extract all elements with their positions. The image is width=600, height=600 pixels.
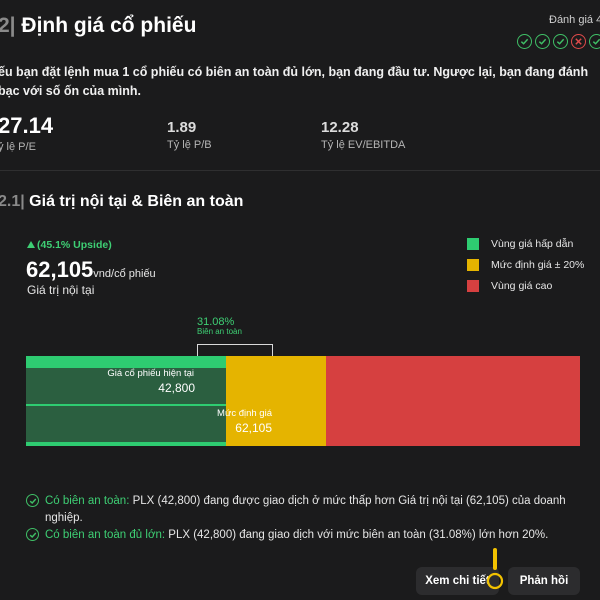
rating-checks: [517, 34, 600, 49]
check-circle-icon: [26, 528, 39, 541]
current-price-value: 42,800: [158, 381, 195, 395]
note-text: PLX (42,800) đang được giao dịch ở mức t…: [45, 495, 566, 524]
note-text: PLX (42,800) đang giao dịch với mức biên…: [165, 529, 549, 541]
check-circle-icon: [589, 34, 600, 49]
metric-ev-ebitda-value: 12.28: [321, 119, 359, 136]
legend-label: Vùng giá hấp dẫn: [491, 238, 574, 250]
fair-value-label: Mức định giá: [217, 408, 272, 419]
legend-item-high: Vùng giá cao: [467, 280, 552, 292]
upside-text: (45.1% Upside): [37, 239, 112, 251]
view-details-button[interactable]: Xem chi tiết: [416, 567, 499, 595]
metric-pb-label: Tỷ lệ P/B: [167, 139, 212, 151]
intrinsic-value-unit: vnd/cổ phiếu: [93, 268, 156, 280]
legend-swatch: [467, 280, 479, 292]
check-circle-icon: [26, 494, 39, 507]
metric-pe: 27.14 ỷ lệ P/E: [0, 113, 53, 153]
triangle-up-icon: [27, 241, 35, 248]
legend-swatch: [467, 238, 479, 250]
legend-label: Mức định giá ± 20%: [491, 259, 585, 271]
metric-ev-ebitda-label: Tỷ lệ EV/EBITDA: [321, 139, 406, 151]
zone-high: [326, 356, 580, 446]
note-highlight: Có biên an toàn:: [45, 495, 130, 507]
metric-pb: 1.89 Tỷ lệ P/B: [167, 119, 212, 151]
check-circle-icon: [553, 34, 568, 49]
fair-value-bar: [26, 406, 226, 442]
legend-item-attractive: Vùng giá hấp dẫn: [467, 238, 573, 250]
metric-pe-value: 27.14: [0, 113, 54, 138]
legend-swatch: [467, 259, 479, 271]
section-divider: [0, 170, 600, 171]
subsection-title-text: Giá trị nội tại & Biên an toàn: [29, 193, 244, 210]
note-highlight: Có biên an toàn đủ lớn:: [45, 529, 166, 541]
intrinsic-value-number: 62,105: [26, 257, 94, 282]
metric-pe-label: ỷ lệ P/E: [0, 141, 36, 153]
margin-of-safety-label: Biên an toàn: [197, 327, 242, 336]
rating-label: Đánh giá 4: [549, 14, 600, 26]
cursor-highlight-icon: [485, 548, 505, 597]
section-title: 2| Định giá cổ phiếu: [0, 14, 196, 38]
note-margin-sufficient: Có biên an toàn đủ lớn: PLX (42,800) đan…: [26, 527, 596, 544]
x-circle-icon: [571, 34, 586, 49]
feedback-button[interactable]: Phản hồi: [508, 567, 580, 595]
intrinsic-value-label: Giá trị nội tại: [27, 283, 95, 297]
current-price-label: Giá cổ phiếu hiện tại: [107, 368, 194, 379]
section-number: 2|: [0, 14, 16, 37]
metric-pb-value: 1.89: [167, 119, 197, 136]
subsection-title: 2.1| Giá trị nội tại & Biên an toàn: [0, 193, 243, 211]
upside-badge: (45.1% Upside): [27, 239, 112, 251]
intrinsic-value: 62,105vnd/cổ phiếu: [26, 257, 156, 283]
note-margin-exists: Có biên an toàn: PLX (42,800) đang được …: [26, 493, 596, 527]
zone-fair: [226, 356, 326, 446]
legend-label: Vùng giá cao: [491, 280, 553, 292]
legend-item-fair: Mức định giá ± 20%: [467, 259, 584, 271]
fair-value-value: 62,105: [235, 421, 272, 435]
section-title-text: Định giá cổ phiếu: [21, 14, 197, 37]
check-circle-icon: [517, 34, 532, 49]
subsection-number: 2.1|: [0, 193, 25, 210]
current-price-bar: [26, 368, 226, 404]
metric-ev-ebitda: 12.28 Tỷ lệ EV/EBITDA: [321, 119, 405, 151]
section-description: ếu bạn đặt lệnh mua 1 cổ phiếu có biên a…: [0, 65, 589, 98]
check-circle-icon: [535, 34, 550, 49]
margin-of-safety-pct: 31.08%: [197, 316, 235, 328]
